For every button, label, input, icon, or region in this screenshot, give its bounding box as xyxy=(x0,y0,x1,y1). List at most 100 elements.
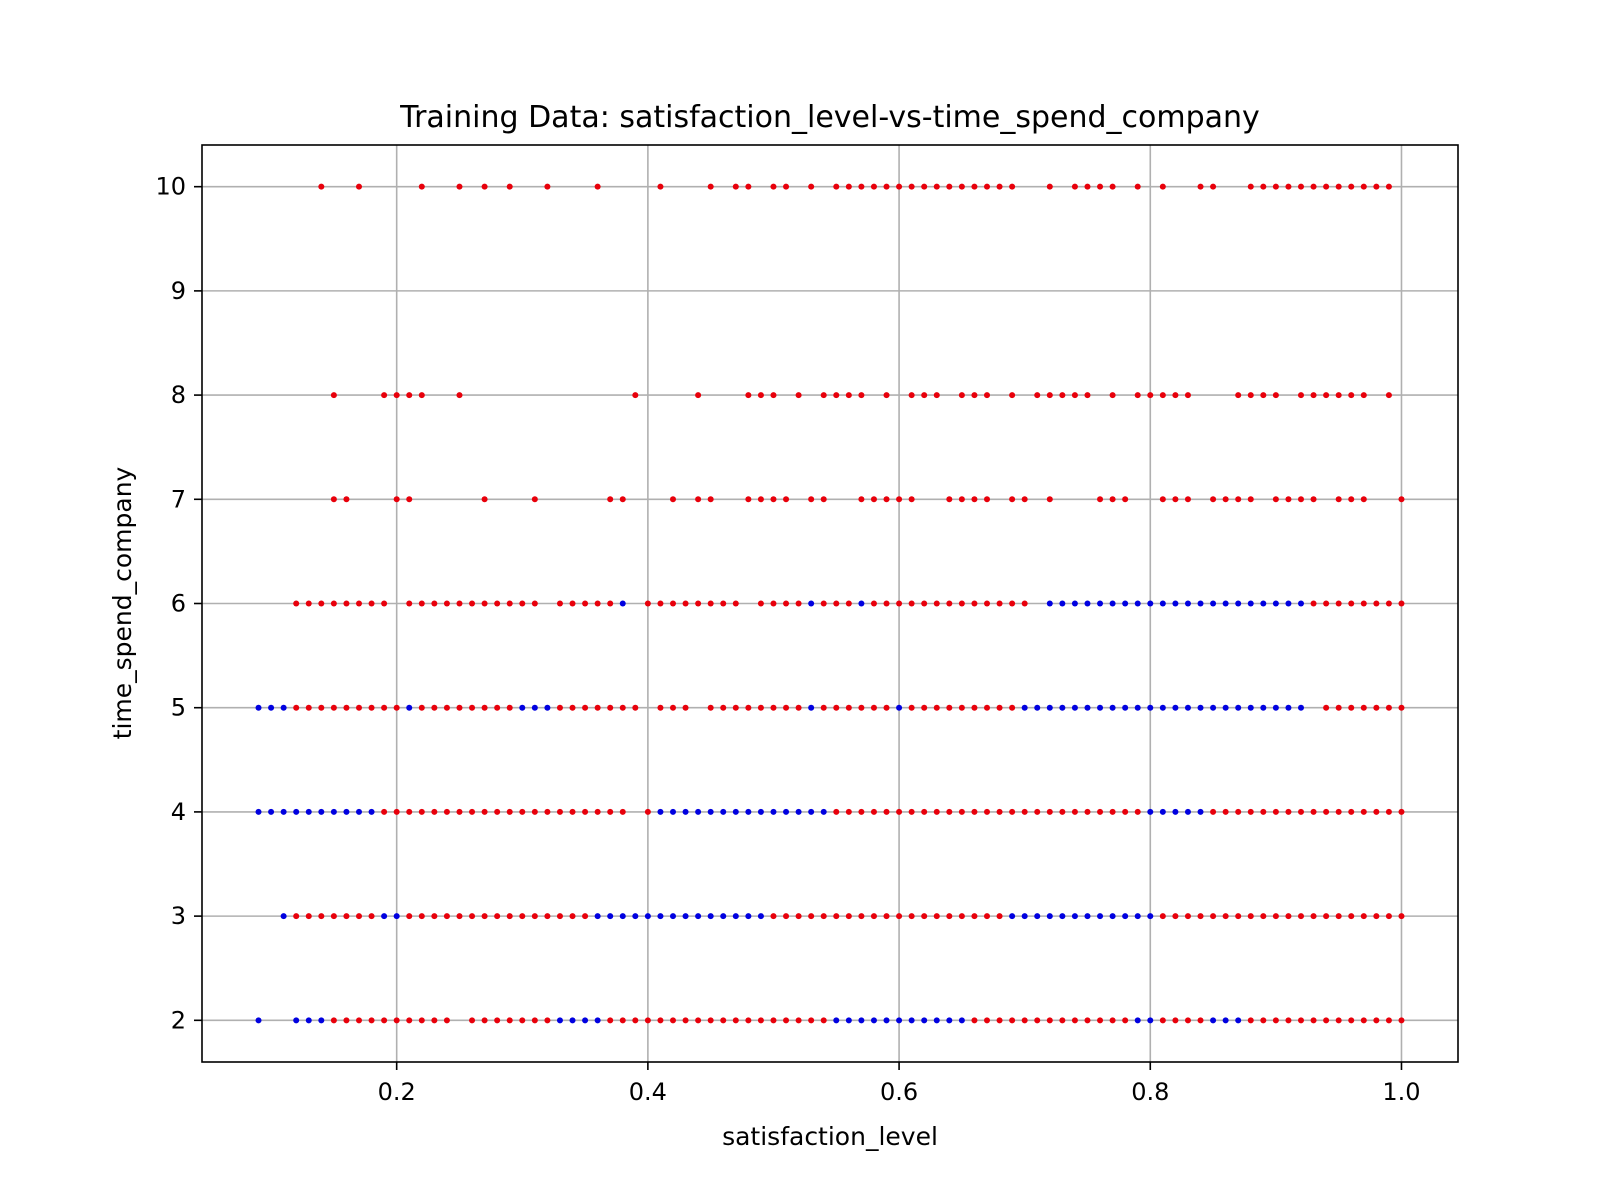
data-point xyxy=(1348,392,1355,399)
data-point xyxy=(657,183,664,190)
data-point xyxy=(732,1017,739,1024)
data-point xyxy=(896,808,903,815)
data-point xyxy=(908,913,915,920)
data-point xyxy=(1222,704,1229,711)
data-point xyxy=(933,704,940,711)
data-point xyxy=(1285,496,1292,503)
data-point xyxy=(330,704,337,711)
data-point xyxy=(1235,392,1242,399)
data-point xyxy=(1122,704,1129,711)
data-point xyxy=(481,600,488,607)
data-point xyxy=(632,1017,639,1024)
data-point xyxy=(1159,600,1166,607)
data-point xyxy=(1385,183,1392,190)
data-point xyxy=(582,913,589,920)
data-point xyxy=(1084,392,1091,399)
data-point xyxy=(356,704,362,711)
data-point xyxy=(1298,392,1304,399)
data-point xyxy=(1009,392,1016,399)
data-point xyxy=(1059,704,1066,711)
data-point xyxy=(1210,496,1217,503)
data-point xyxy=(1159,496,1166,503)
data-point xyxy=(443,1017,450,1024)
data-point xyxy=(607,600,614,607)
data-point xyxy=(632,704,639,711)
data-point xyxy=(1034,913,1041,920)
data-point xyxy=(883,600,890,607)
data-point xyxy=(1235,1017,1242,1024)
data-point xyxy=(1272,183,1279,190)
data-point xyxy=(996,808,1003,815)
data-point xyxy=(1247,183,1254,190)
data-point xyxy=(770,183,777,190)
data-point xyxy=(544,704,551,711)
data-point xyxy=(971,183,978,190)
data-point xyxy=(858,704,865,711)
data-point xyxy=(1159,704,1166,711)
data-point xyxy=(1348,913,1355,920)
data-point xyxy=(984,704,990,711)
y-tick-label: 10 xyxy=(155,173,186,201)
data-point xyxy=(858,600,865,607)
data-point xyxy=(883,496,890,503)
data-point xyxy=(795,913,802,920)
data-point xyxy=(695,1017,702,1024)
data-point xyxy=(1323,392,1330,399)
data-point xyxy=(657,1017,664,1024)
data-point xyxy=(531,1017,538,1024)
tick-labels: 0.2 0.4 0.6 0.8 1.0 2 3 4 5 6 7 8 9 10 xyxy=(155,173,1420,1106)
data-point xyxy=(469,600,476,607)
data-point xyxy=(431,808,438,815)
data-point xyxy=(494,1017,501,1024)
data-point xyxy=(908,1017,915,1024)
data-point xyxy=(695,600,702,607)
data-point xyxy=(720,1017,727,1024)
data-point xyxy=(1348,808,1355,815)
data-point xyxy=(556,704,563,711)
data-point xyxy=(406,913,413,920)
data-point xyxy=(1298,496,1304,503)
data-point xyxy=(1335,913,1342,920)
data-point xyxy=(1134,600,1141,607)
data-point xyxy=(406,1017,413,1024)
data-point xyxy=(506,704,513,711)
data-point xyxy=(971,808,978,815)
data-point xyxy=(418,808,425,815)
y-tick-label: 7 xyxy=(171,485,186,513)
data-point xyxy=(393,808,400,815)
data-point xyxy=(519,600,526,607)
data-point xyxy=(1323,600,1330,607)
data-point xyxy=(1184,600,1191,607)
data-point xyxy=(1021,1017,1028,1024)
data-point xyxy=(1159,1017,1166,1024)
data-point xyxy=(845,600,852,607)
data-point xyxy=(1034,392,1041,399)
data-point xyxy=(1235,704,1242,711)
data-point xyxy=(406,496,413,503)
data-point xyxy=(1184,392,1191,399)
data-point xyxy=(456,183,463,190)
data-point xyxy=(1109,1017,1116,1024)
data-point xyxy=(682,913,689,920)
data-point xyxy=(1385,808,1392,815)
data-point xyxy=(1021,808,1028,815)
data-point xyxy=(845,183,852,190)
data-point xyxy=(858,496,865,503)
data-point xyxy=(770,913,777,920)
data-point xyxy=(1071,392,1078,399)
data-point xyxy=(946,496,953,503)
data-point xyxy=(594,600,601,607)
data-point xyxy=(443,913,450,920)
data-point xyxy=(1147,913,1154,920)
data-point xyxy=(1385,392,1392,399)
data-point xyxy=(757,808,764,815)
data-point xyxy=(431,600,438,607)
data-point xyxy=(1348,600,1355,607)
data-point xyxy=(381,704,388,711)
data-point xyxy=(984,496,990,503)
data-point xyxy=(619,496,626,503)
data-point xyxy=(368,913,375,920)
data-point xyxy=(984,183,990,190)
data-point xyxy=(783,600,790,607)
